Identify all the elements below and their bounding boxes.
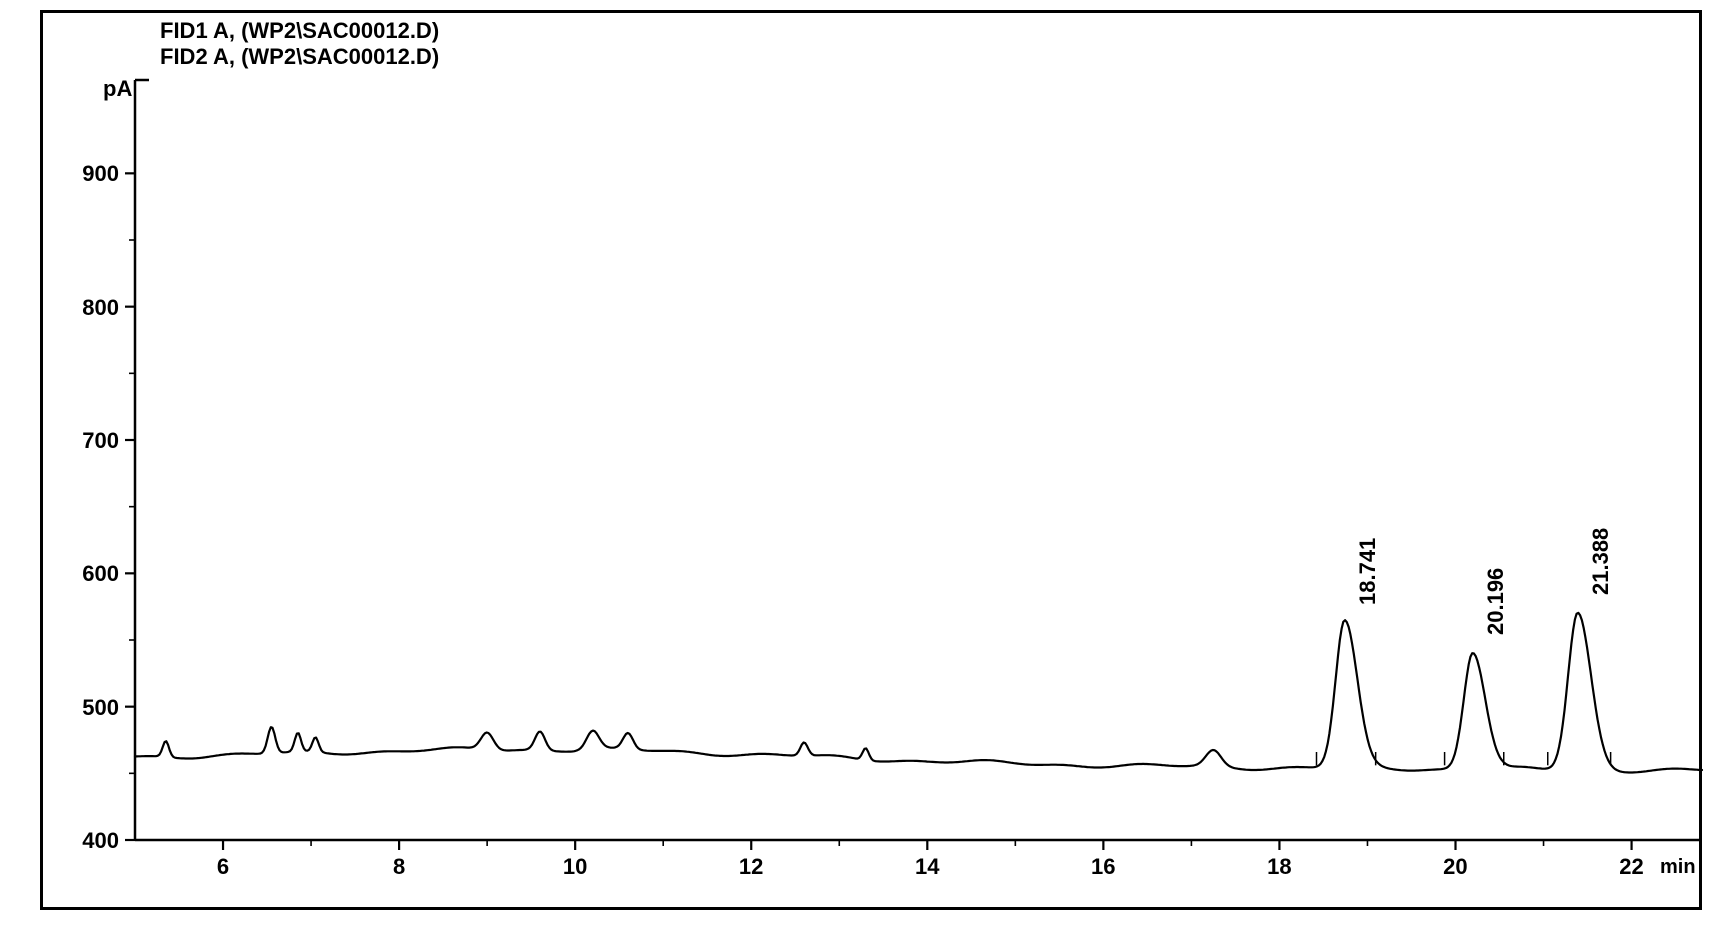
- x-tick-label: 22: [1619, 854, 1643, 880]
- x-tick-label: 12: [739, 854, 763, 880]
- x-tick-label: 14: [915, 854, 939, 880]
- y-tick-label: 900: [82, 161, 119, 187]
- legend-line-2: FID2 A, (WP2\SAC00012.D): [160, 44, 439, 70]
- x-tick-label: 6: [217, 854, 229, 880]
- y-tick-label: 400: [82, 828, 119, 854]
- peak-label: 20.196: [1483, 567, 1509, 634]
- peak-label: 21.388: [1588, 527, 1614, 594]
- y-tick-label: 600: [82, 561, 119, 587]
- x-tick-label: 8: [393, 854, 405, 880]
- chromatogram-plot: [0, 0, 1712, 925]
- legend-line-1: FID1 A, (WP2\SAC00012.D): [160, 18, 439, 44]
- y-axis-unit-label: pA: [103, 76, 132, 102]
- y-tick-label: 800: [82, 295, 119, 321]
- x-tick-label: 18: [1267, 854, 1291, 880]
- x-tick-label: 10: [563, 854, 587, 880]
- y-tick-label: 500: [82, 695, 119, 721]
- y-tick-label: 700: [82, 428, 119, 454]
- peak-label: 18.741: [1355, 538, 1381, 605]
- x-axis-unit-label: min: [1660, 856, 1696, 879]
- x-tick-label: 20: [1443, 854, 1467, 880]
- x-tick-label: 16: [1091, 854, 1115, 880]
